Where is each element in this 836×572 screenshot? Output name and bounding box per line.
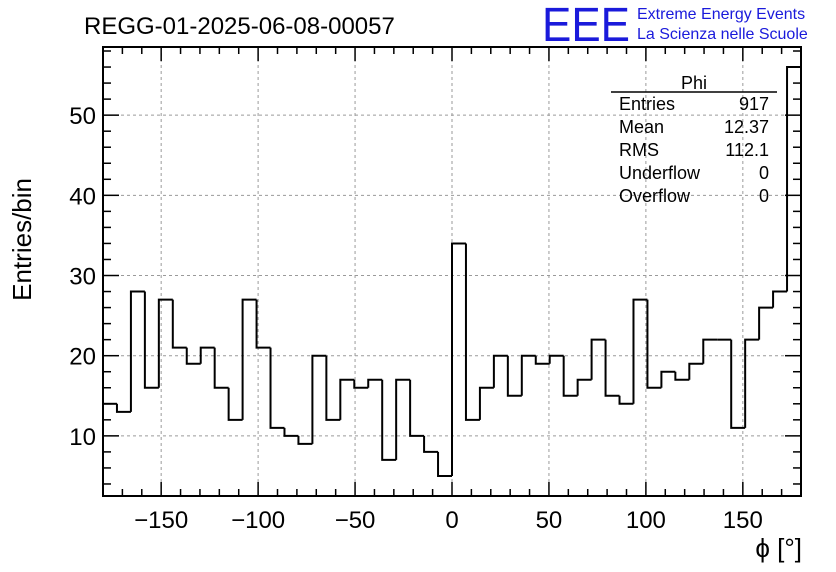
histogram-bin — [157, 298, 173, 388]
x-tick-label: 100 — [626, 507, 666, 534]
stats-row-rms: RMS 112.1 — [619, 140, 769, 160]
histogram-bin — [730, 339, 746, 429]
histogram-bin — [772, 290, 788, 308]
histogram-bin — [115, 403, 131, 413]
histogram-bin — [311, 354, 327, 444]
histogram-bin — [451, 242, 466, 476]
stats-label: Mean — [619, 117, 664, 137]
histogram-bin — [646, 299, 662, 389]
histogram-bin — [604, 339, 620, 397]
histogram-bin — [702, 338, 718, 364]
histogram-bin — [562, 355, 578, 397]
histogram-bin — [660, 370, 676, 388]
stats-label: RMS — [619, 140, 659, 160]
stats-value: 112.1 — [725, 140, 769, 160]
histogram-bin — [199, 346, 215, 364]
logo-line2: La Scienza nelle Scuole — [637, 26, 808, 43]
histogram-bin — [674, 371, 690, 381]
histogram-bin — [395, 378, 411, 460]
histogram-bin — [339, 378, 355, 420]
logo-line1: Extreme Energy Events — [637, 6, 805, 23]
stats-value: 917 — [739, 94, 769, 114]
chart-title: REGG-01-2025-06-08-00057 — [84, 13, 395, 40]
x-tick-label: 50 — [536, 507, 563, 534]
histogram-bin — [171, 299, 187, 349]
histogram-bin — [478, 386, 494, 420]
histogram-bin — [325, 355, 341, 421]
stats-label: Entries — [619, 94, 675, 114]
histogram-bin — [548, 354, 564, 364]
histogram-bin — [129, 290, 145, 412]
y-axis-ticks: 10 20 30 40 50 — [69, 50, 801, 485]
histogram-bin — [492, 354, 508, 388]
y-tick-label: 20 — [69, 344, 96, 371]
stats-row-overflow: Overflow 0 — [619, 186, 769, 206]
stats-row-entries: Entries 917 — [619, 94, 769, 114]
histogram-bin — [297, 435, 313, 445]
histogram-bin — [381, 379, 397, 461]
histogram-bin — [353, 379, 369, 389]
histogram-bin — [576, 378, 592, 396]
y-tick-label: 40 — [69, 183, 96, 210]
histogram-bin — [367, 378, 383, 388]
stats-row-mean: Mean 12.37 — [619, 117, 769, 137]
x-axis-ticks: −150 −100 −50 0 50 100 150 — [102, 47, 802, 534]
y-axis-label: Entries/bin — [7, 178, 37, 301]
histogram-bin — [409, 379, 425, 437]
histogram-bin — [534, 355, 550, 365]
stats-value: 0 — [759, 163, 769, 183]
histogram-bin — [520, 354, 536, 396]
histogram-bin — [143, 291, 159, 389]
histogram-bin — [241, 298, 257, 420]
histogram-bin — [423, 435, 439, 453]
histogram-bin — [185, 347, 201, 365]
histogram-bin — [632, 298, 648, 404]
y-tick-label: 10 — [69, 424, 96, 451]
histogram-bin — [618, 395, 634, 405]
x-axis-label: ϕ [°] — [755, 533, 802, 563]
x-tick-label: 150 — [723, 507, 763, 534]
histogram-bin — [744, 338, 760, 428]
stats-title: Phi — [681, 73, 707, 93]
stats-value: 12.37 — [724, 117, 769, 137]
histogram-bin — [255, 299, 271, 349]
logo-mark: EEE — [542, 0, 630, 52]
histogram-bin — [213, 347, 229, 389]
stats-value: 0 — [759, 186, 769, 206]
x-tick-label: −150 — [134, 507, 188, 534]
stats-label: Underflow — [619, 163, 701, 183]
x-tick-label: −50 — [335, 507, 376, 534]
x-tick-label: 0 — [445, 507, 458, 534]
histogram-bin — [688, 362, 704, 380]
y-tick-label: 30 — [69, 264, 96, 291]
stats-box: Phi Entries 917 Mean 12.37 RMS 112.1 Und… — [611, 73, 777, 206]
histogram-bin — [758, 306, 774, 340]
histogram-bin — [283, 427, 299, 437]
eee-logo: EEE Extreme Energy Events La Scienza nel… — [542, 0, 808, 52]
histogram-bin — [464, 243, 480, 421]
histogram-bin — [227, 387, 243, 421]
histogram-bin — [590, 338, 606, 380]
histogram-bin — [437, 451, 452, 477]
stats-row-underflow: Underflow 0 — [619, 163, 769, 183]
histogram-bin — [506, 355, 522, 397]
y-tick-label: 50 — [69, 103, 96, 130]
stats-label: Overflow — [619, 186, 691, 206]
histogram-bin — [269, 347, 285, 429]
x-tick-label: −100 — [231, 507, 285, 534]
